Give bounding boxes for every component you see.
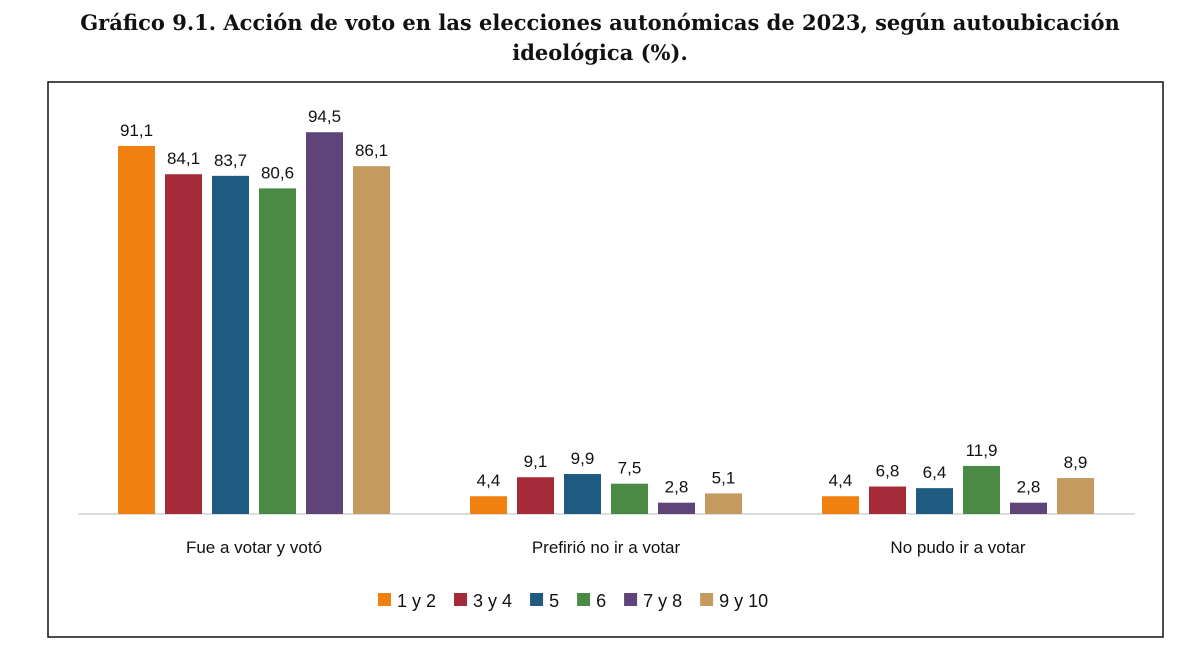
legend-label: 3 y 4 [473,591,512,611]
data-label: 2,8 [665,478,689,497]
bar [517,477,554,514]
data-label: 83,7 [214,151,247,170]
data-label: 6,4 [923,463,947,482]
bar [353,166,390,514]
legend-swatch [624,593,638,606]
bar [165,174,202,514]
legend-label: 7 y 8 [643,591,682,611]
legend-label: 5 [549,591,559,611]
category-label: No pudo ir a votar [890,538,1025,557]
bar [1057,478,1094,514]
legend-label: 6 [596,591,606,611]
legend-label: 9 y 10 [719,591,768,611]
bar [916,488,953,514]
data-label: 8,9 [1064,453,1088,472]
data-label: 4,4 [829,471,853,490]
data-label: 86,1 [355,141,388,160]
legend-swatch [577,593,591,606]
bar [118,145,155,514]
bar [1010,502,1047,514]
chart-title-line-1: Gráfico 9.1. Acción de voto en las elecc… [80,10,1120,35]
data-label: 11,9 [966,441,998,460]
data-label: 7,5 [618,459,642,478]
bar [869,486,906,514]
category-label: Prefirió no ir a votar [532,538,681,557]
data-label: 91,1 [120,121,153,140]
data-label: 9,1 [524,452,548,471]
data-label: 5,1 [712,468,736,487]
bar [470,496,507,514]
bar [658,502,695,514]
legend-swatch [454,593,468,606]
chart-frame [47,81,1164,638]
legend-swatch [530,593,544,606]
legend-swatch [700,593,714,606]
data-label: 2,8 [1017,478,1041,497]
legend-label: 1 y 2 [397,591,436,611]
data-label: 94,5 [308,107,341,126]
bar [611,483,648,514]
legend-swatch [378,593,391,606]
category-label: Fue a votar y votó [186,538,322,557]
chart-title: Gráfico 9.1. Acción de voto en las elecc… [0,8,1200,68]
bar [212,175,249,515]
bar [963,465,1000,514]
data-label: 6,8 [876,462,900,481]
bar [822,496,859,514]
data-label: 4,4 [477,471,501,490]
bar [705,493,742,514]
bar [564,474,601,514]
data-label: 9,9 [571,449,595,468]
bar [306,132,343,514]
chart-title-line-2: ideológica (%). [512,40,688,65]
bar [259,188,296,514]
data-label: 80,6 [261,163,294,182]
data-label: 84,1 [167,149,200,168]
